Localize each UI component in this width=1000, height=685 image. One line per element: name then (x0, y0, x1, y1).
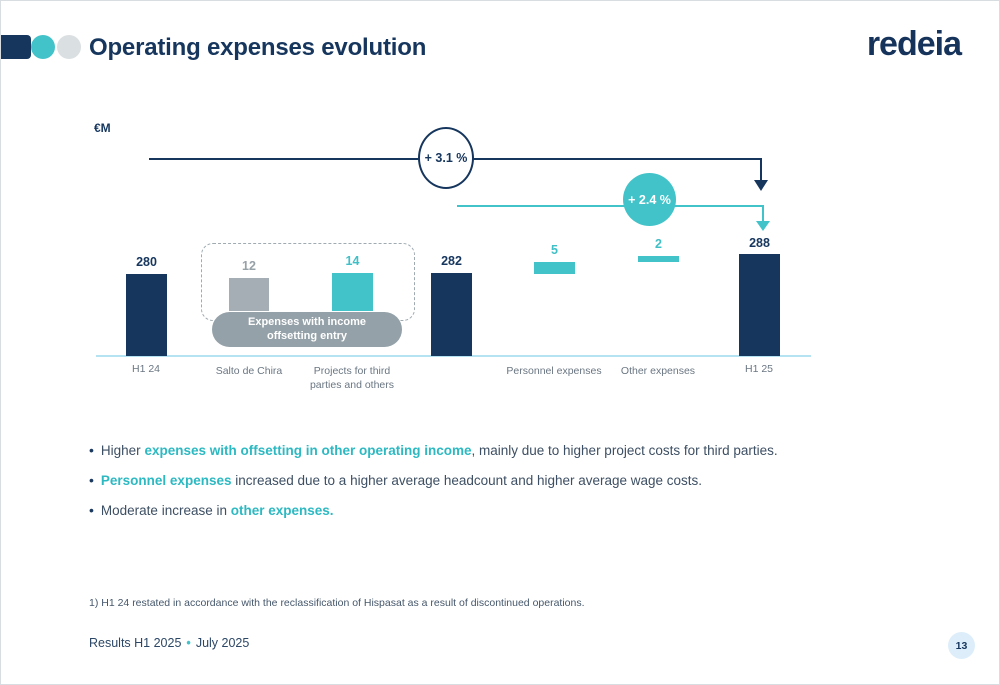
subset-growth-arrow-icon (756, 221, 770, 231)
bar-value-h1-24: 280 (136, 255, 157, 269)
bullet-icon: • (89, 442, 94, 458)
subset-growth-line (457, 205, 764, 207)
bar-value-salto-de-chira: 12 (242, 259, 256, 273)
bar-subtotal (431, 273, 472, 356)
footer-date: July 2025 (195, 636, 250, 650)
bar-salto-de-chira (229, 278, 269, 311)
bar-value-personnel-expenses: 5 (551, 243, 558, 257)
bullet-text: Higher (100, 443, 145, 458)
subset-growth-line-drop (762, 205, 764, 221)
bullet-text: , mainly due to higher project costs for… (471, 443, 778, 458)
bullets-section: • Higher expenses with offsetting in othe… (89, 442, 969, 533)
axis-label-other-expenses: Other expenses (620, 365, 696, 377)
footer-report-label: Results H1 2025 (89, 636, 182, 650)
bullet-text-highlight: other expenses. (230, 503, 334, 519)
bullet-item: • Personnel expenses increased due to a h… (89, 472, 969, 489)
bullet-text-highlight: Personnel expenses (100, 473, 232, 489)
page-title: Operating expenses evolution (89, 34, 427, 61)
bar-value-projects-third-parties: 14 (345, 254, 360, 268)
bullet-item: • Higher expenses with offsetting in othe… (89, 442, 969, 459)
bar-other-expenses (638, 256, 679, 262)
bar-value-subtotal: 282 (441, 254, 462, 268)
offsetting-group-pill: Expenses with income offsetting entry (212, 312, 402, 347)
subset-growth-badge: + 2.4 % (623, 173, 676, 226)
bar-h1-24 (126, 274, 167, 356)
axis-label-personnel-expenses: Personnel expenses (506, 365, 602, 377)
bar-value-other-expenses: 2 (655, 237, 662, 251)
decoration-gray-circle (57, 35, 81, 59)
bar-value-h1-25: 288 (749, 236, 770, 250)
bar-personnel-expenses (534, 262, 575, 274)
decoration-navy-block (1, 35, 31, 59)
chart-unit-label: €M (94, 121, 111, 135)
redeia-logo: redeia (866, 25, 962, 63)
axis-label-salto-de-chira: Salto de Chira (215, 365, 283, 377)
total-growth-arrow-icon (754, 180, 768, 191)
chart-baseline (96, 355, 811, 357)
axis-label-h1-24: H1 24 (131, 363, 161, 375)
axis-label-h1-25: H1 25 (744, 363, 774, 375)
footer: Results H1 2025 • July 2025 (89, 636, 249, 650)
axis-label-projects-third-parties: Projects for third parties and others (309, 365, 395, 391)
bar-h1-25 (739, 254, 780, 356)
bullet-text-highlight: expenses with offsetting in other operat… (144, 443, 472, 458)
bullet-icon: • (89, 472, 94, 489)
page-number-badge: 13 (948, 632, 975, 659)
bar-projects-third-parties (332, 273, 373, 311)
total-growth-line-drop (760, 158, 762, 180)
decoration-teal-circle (31, 35, 55, 59)
footnote: 1) H1 24 restated in accordance with the… (89, 597, 585, 609)
bullet-icon: • (89, 502, 94, 519)
total-growth-badge: + 3.1 % (418, 127, 474, 189)
footer-separator-icon: • (186, 636, 191, 650)
bullet-text: Moderate increase in (100, 503, 231, 519)
bullet-text: increased due to a higher average headco… (231, 473, 703, 489)
bullet-item: • Moderate increase in other expenses. (89, 502, 969, 519)
